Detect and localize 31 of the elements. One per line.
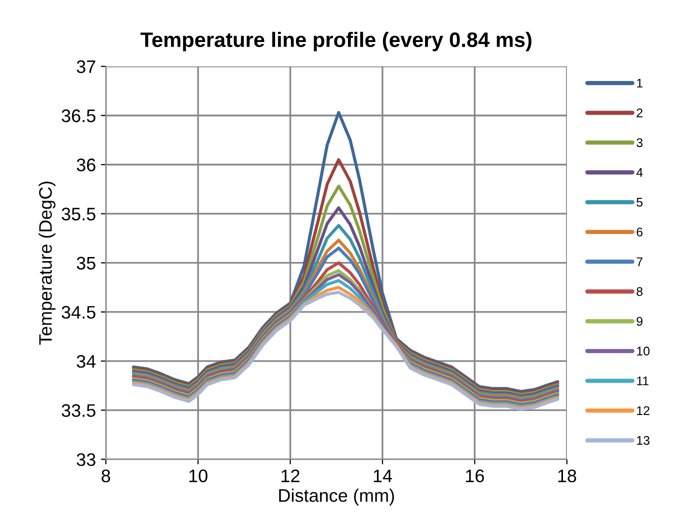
legend-label: 8: [636, 287, 643, 296]
legend-label: 11: [637, 376, 648, 386]
y-tick-label: 35: [76, 256, 96, 270]
x-tick-label: 8: [102, 470, 110, 482]
y-tick-label: 37: [76, 60, 96, 74]
legend-label: 9: [636, 316, 642, 326]
legend-label: 5: [636, 198, 643, 207]
y-tick-label: 35.5: [62, 208, 96, 220]
x-tick-label: 10: [189, 470, 208, 482]
x-tick-label: 12: [282, 470, 300, 482]
x-tick-label: 18: [558, 470, 576, 482]
legend-label: 4: [636, 168, 643, 177]
y-tick-label: 33.5: [62, 404, 96, 417]
y-tick-label: 34: [76, 355, 96, 368]
y-tick-label: 36: [76, 158, 96, 172]
x-axis-title: Distance (mm): [279, 488, 394, 506]
y-tick-label: 34.5: [62, 306, 96, 319]
y-axis-title: Temperature (DegC): [38, 182, 56, 345]
x-tick-label: 14: [374, 470, 392, 482]
legend-label: 7: [636, 257, 642, 266]
y-tick-label: 33: [76, 453, 96, 466]
legend-label: 12: [637, 406, 650, 415]
legend-label: 10: [637, 346, 650, 356]
legend-label: 3: [636, 138, 643, 148]
legend-label: 1: [637, 78, 642, 88]
legend-label: 6: [636, 228, 643, 236]
y-tick-label: 36.5: [62, 109, 96, 122]
legend-label: 13: [637, 436, 650, 445]
chart-title: Temperature line profile (every 0.84 ms): [140, 32, 532, 52]
legend-label: 2: [636, 108, 642, 118]
x-tick-label: 16: [466, 470, 484, 482]
